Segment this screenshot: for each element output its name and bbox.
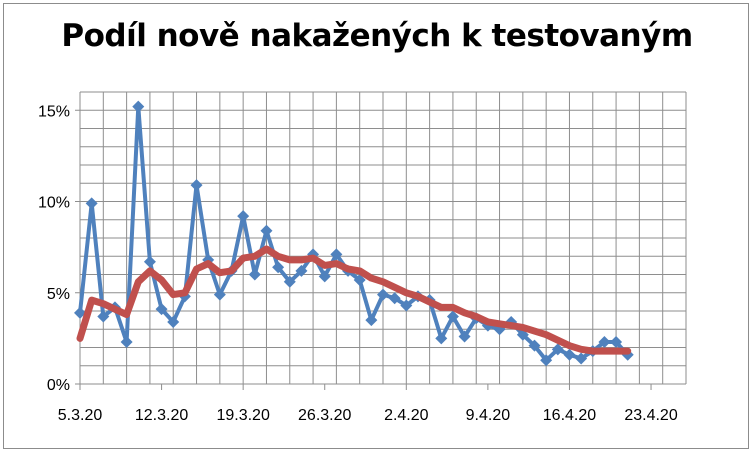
y-tick-label: 15%: [38, 103, 70, 120]
chart-axes: [75, 92, 686, 390]
x-tick-label: 12.3.20: [135, 407, 188, 424]
data-point-marker: [248, 268, 261, 281]
data-point-marker: [272, 261, 285, 274]
data-point-marker: [190, 179, 203, 192]
data-point-marker: [575, 352, 588, 365]
data-point-marker: [74, 306, 86, 319]
data-point-marker: [283, 275, 296, 288]
data-point-marker: [132, 100, 145, 113]
x-tick-label: 23.4.20: [624, 407, 677, 424]
data-point-marker: [330, 248, 343, 261]
x-tick-label: 26.3.20: [298, 407, 351, 424]
chart-tick-labels: 0% 5% 10% 15% 5.3.20 12.3.20 19.3.20 26.3.20 2.4…: [38, 103, 678, 424]
data-point-marker: [295, 264, 308, 277]
trend-series-line: [76, 245, 632, 355]
data-point-marker: [435, 332, 448, 345]
y-tick-label: 0%: [47, 377, 70, 394]
data-point-marker: [353, 273, 366, 286]
data-point-marker: [143, 255, 156, 268]
data-point-marker: [377, 288, 389, 301]
daily-series-line: [78, 104, 630, 363]
data-point-marker: [97, 310, 110, 323]
data-point-marker: [318, 270, 331, 283]
data-point-marker: [400, 299, 413, 312]
data-point-marker: [155, 303, 168, 316]
chart-gridlines: [80, 91, 687, 384]
data-point-marker: [540, 354, 553, 367]
data-point-marker: [528, 339, 541, 352]
x-tick-label: 5.3.20: [58, 407, 103, 424]
data-point-marker: [458, 330, 471, 343]
data-point-marker: [260, 224, 273, 237]
x-tick-label: 9.4.20: [466, 407, 511, 424]
chart-series: [74, 100, 634, 367]
chart-frame: [3, 3, 749, 449]
data-point-marker: [237, 210, 250, 223]
y-tick-label: 10%: [38, 195, 70, 212]
data-point-marker: [167, 315, 180, 328]
data-point-marker: [85, 197, 98, 210]
data-point-marker: [551, 343, 564, 356]
y-tick-label: 5%: [47, 286, 70, 303]
data-point-marker: [610, 336, 623, 349]
data-point-marker: [388, 292, 401, 305]
data-point-marker: [213, 288, 226, 301]
x-tick-label: 16.4.20: [543, 407, 596, 424]
data-point-marker: [563, 348, 576, 361]
x-tick-label: 2.4.20: [384, 407, 429, 424]
data-point-marker: [446, 310, 459, 323]
data-point-marker: [365, 314, 378, 327]
data-point-marker: [120, 336, 133, 349]
data-point-marker: [598, 336, 611, 349]
chart-title: Podíl nově nakažených k testovaným: [61, 18, 693, 54]
x-tick-label: 19.3.20: [216, 407, 269, 424]
